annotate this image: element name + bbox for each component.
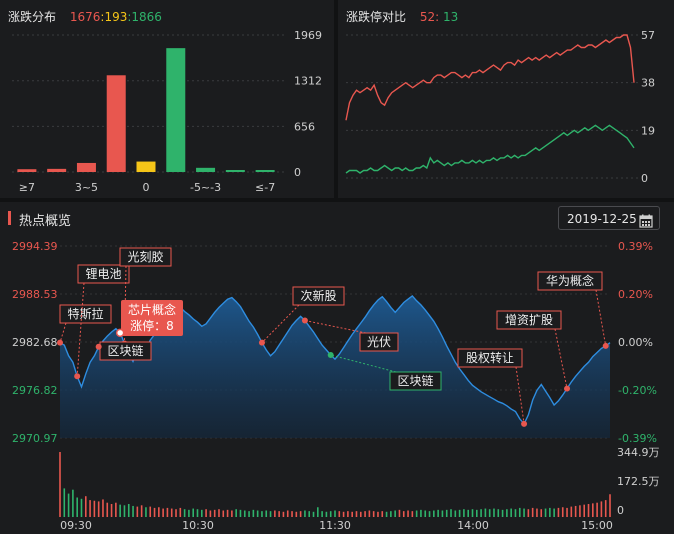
limit-ytick-label: 57: [641, 29, 655, 42]
limit-down-line: [345, 124, 635, 174]
hot-panel: [0, 202, 674, 534]
dist-bar: [255, 170, 275, 172]
dist-bar: [136, 161, 156, 172]
distribution-panel: 涨跌分布 1676:193:1866 0 656 1312 1969 ≥7 3~5 0 -5~…: [0, 0, 334, 198]
limit-title: 涨跌停对比: [346, 10, 407, 24]
limit-chart: 0 19 38 57: [345, 29, 655, 185]
dist-xtick-label: 3~5: [75, 181, 98, 194]
limit-sep: :: [435, 10, 440, 24]
dist-bar: [17, 169, 37, 172]
dist-bar: [196, 167, 216, 172]
dist-ytick-label: 656: [294, 120, 315, 133]
limit-ytick-label: 0: [641, 172, 648, 185]
hot-title-accent: [8, 211, 11, 225]
distribution-title: 涨跌分布: [8, 10, 57, 24]
limit-title-row: 涨跌停对比 52: 13: [346, 8, 458, 25]
flat-count: 193: [104, 10, 128, 24]
dist-bar: [225, 170, 245, 172]
limit-panel: 涨跌停对比 52: 13 0 19 38 57: [338, 0, 674, 198]
dist-ytick-label: 0: [294, 166, 301, 179]
dist-bar: [76, 162, 96, 172]
dist-xtick-label: -5~-3: [190, 181, 221, 194]
limit-ytick-label: 19: [641, 124, 655, 137]
hot-title: 热点概览: [19, 214, 72, 229]
calendar-icon[interactable]: [639, 212, 653, 236]
limit-up-line: [345, 34, 635, 121]
dist-bar: [47, 168, 67, 172]
dist-ytick-label: 1969: [294, 29, 322, 42]
sep-2: :: [127, 10, 132, 24]
limit-down-count: 13: [443, 10, 459, 24]
dist-bar: [166, 48, 186, 172]
dist-xtick-label: 0: [143, 181, 150, 194]
up-count: 1676: [69, 10, 101, 24]
dist-xtick-label: ≤-7: [255, 181, 275, 194]
dist-xtick-label: ≥7: [19, 181, 35, 194]
limit-ytick-label: 38: [641, 77, 655, 90]
sep-1: :: [100, 10, 105, 24]
date-value: 2019-12-25: [567, 212, 637, 226]
date-picker[interactable]: 2019-12-25: [558, 206, 660, 230]
dist-ytick-label: 1312: [294, 75, 322, 88]
down-count: 1866: [131, 10, 162, 24]
distribution-title-row: 涨跌分布 1676:193:1866: [8, 8, 162, 25]
limit-up-count: 52: [419, 10, 436, 24]
distribution-chart: 0 656 1312 1969 ≥7 3~5 0 -5~-3 ≤-7: [12, 29, 322, 194]
dist-bar: [106, 75, 126, 172]
